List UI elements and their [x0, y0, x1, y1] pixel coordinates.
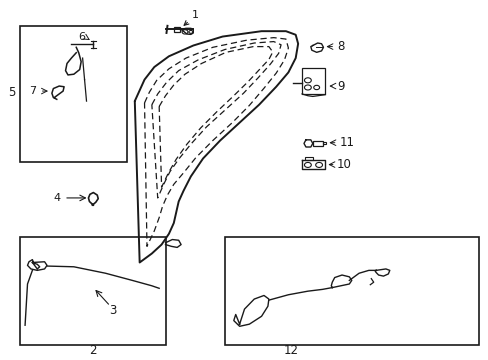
Text: 3: 3 [109, 305, 116, 318]
Text: 2: 2 [89, 344, 97, 357]
Text: 5: 5 [8, 86, 15, 99]
Bar [20, 237, 166, 345]
Text: 9: 9 [336, 80, 344, 93]
Text: 11: 11 [339, 136, 354, 149]
Text: 6: 6 [79, 32, 85, 41]
Bar [302, 68, 325, 94]
Bar [322, 141, 325, 144]
Text: 10: 10 [336, 158, 351, 171]
Bar [173, 27, 179, 32]
Bar [312, 140, 322, 146]
Text: 1: 1 [184, 10, 199, 25]
Text: 8: 8 [336, 40, 344, 53]
Bar [20, 26, 127, 162]
Text: 4: 4 [53, 193, 60, 203]
Bar [305, 157, 312, 160]
Text: 12: 12 [283, 344, 298, 357]
Text: 7: 7 [29, 86, 36, 96]
Bar [224, 237, 478, 345]
